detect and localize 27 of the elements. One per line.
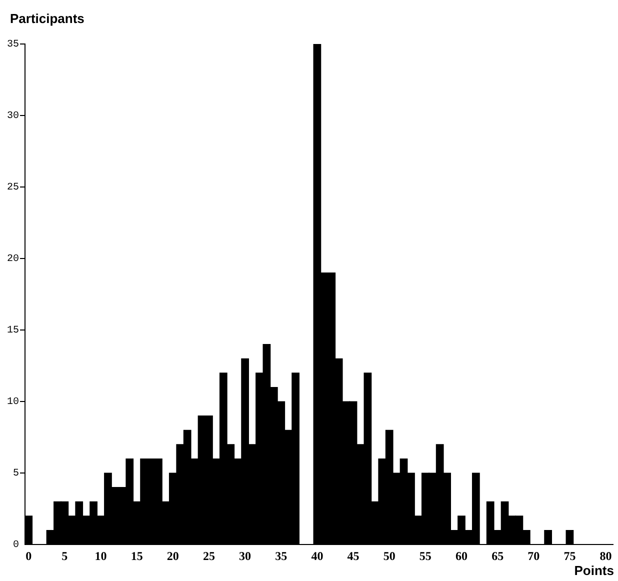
x-tick-label: 75: [564, 548, 576, 563]
y-tick-label: 25: [6, 182, 19, 194]
y-tick-label: 5: [12, 468, 19, 480]
x-tick-label: 5: [62, 548, 68, 563]
x-tick-label: 0: [26, 548, 32, 563]
x-tick-label: 70: [528, 548, 540, 563]
x-tick-label: 30: [239, 548, 252, 563]
x-tick-label: 60: [455, 548, 468, 563]
y-tick-label: 20: [6, 254, 19, 266]
x-tick-label: 50: [383, 548, 396, 563]
x-tick-label: 25: [202, 548, 215, 563]
y-tick-label: 30: [6, 111, 19, 122]
x-tick-label: 55: [419, 548, 432, 563]
x-tick-label: 40: [311, 548, 324, 563]
x-tick-label: 35: [275, 548, 288, 563]
y-axis-title: Participants: [10, 11, 84, 26]
x-tick-label: 80: [600, 548, 612, 563]
y-tick-label: 10: [6, 397, 19, 408]
y-tick-label: 35: [6, 40, 19, 51]
x-tick-label: 15: [130, 548, 143, 563]
x-tick-label: 65: [492, 548, 504, 563]
y-tick-label: 15: [6, 326, 19, 337]
x-axis-title: Points: [574, 563, 614, 578]
y-tick-label: 0: [12, 540, 19, 552]
x-tick-label: 10: [94, 548, 107, 563]
x-tick-label: 45: [347, 548, 360, 563]
x-tick-label: 20: [166, 548, 179, 563]
